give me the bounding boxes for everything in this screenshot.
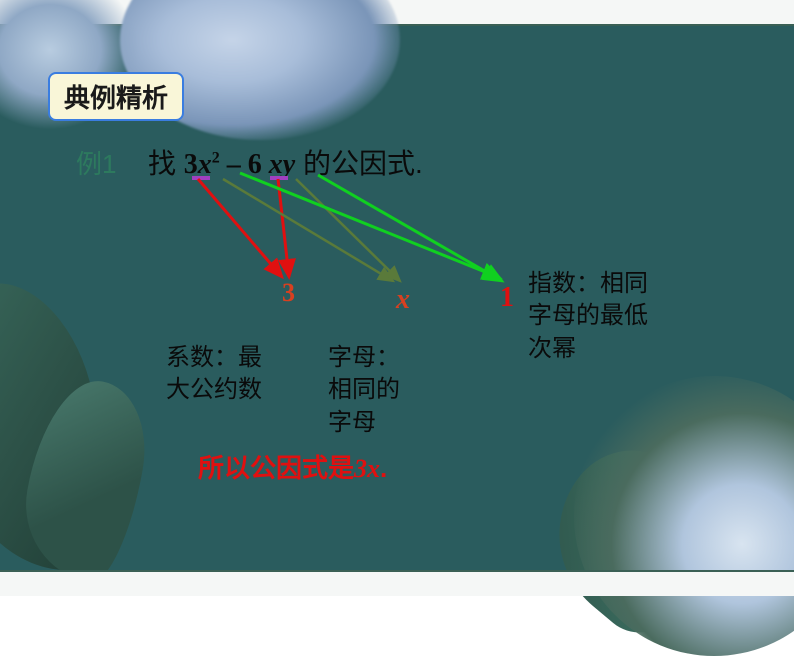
- caption-variable: 字母：相同的字母: [328, 342, 400, 439]
- section-title-box: 典例精析: [48, 72, 184, 121]
- arrows-diagram: [170, 165, 570, 295]
- arrow-green-1: [240, 173, 500, 278]
- result-exponent: 1: [500, 282, 514, 314]
- conclusion-value: 3x: [354, 454, 380, 483]
- arrow-olive-1: [223, 179, 393, 281]
- result-variable: x: [396, 284, 410, 316]
- slide: 典例精析 例1 找 3x2 – 6 xy 的公因式. 3 x 1: [0, 0, 794, 596]
- caption-exponent: 指数：相同字母的最低次幂: [528, 268, 648, 365]
- caption-coefficient: 系数：最大公约数: [166, 342, 262, 407]
- conclusion: 所以公因式是3x.: [198, 448, 387, 485]
- example-number: 例1: [76, 144, 116, 181]
- result-coefficient: 3: [282, 278, 295, 308]
- section-title: 典例精析: [64, 83, 168, 113]
- bottom-border-band: [0, 570, 794, 596]
- conclusion-suffix: .: [380, 453, 387, 483]
- arrow-red-1: [198, 179, 282, 277]
- conclusion-prefix: 所以公因式是: [198, 453, 354, 483]
